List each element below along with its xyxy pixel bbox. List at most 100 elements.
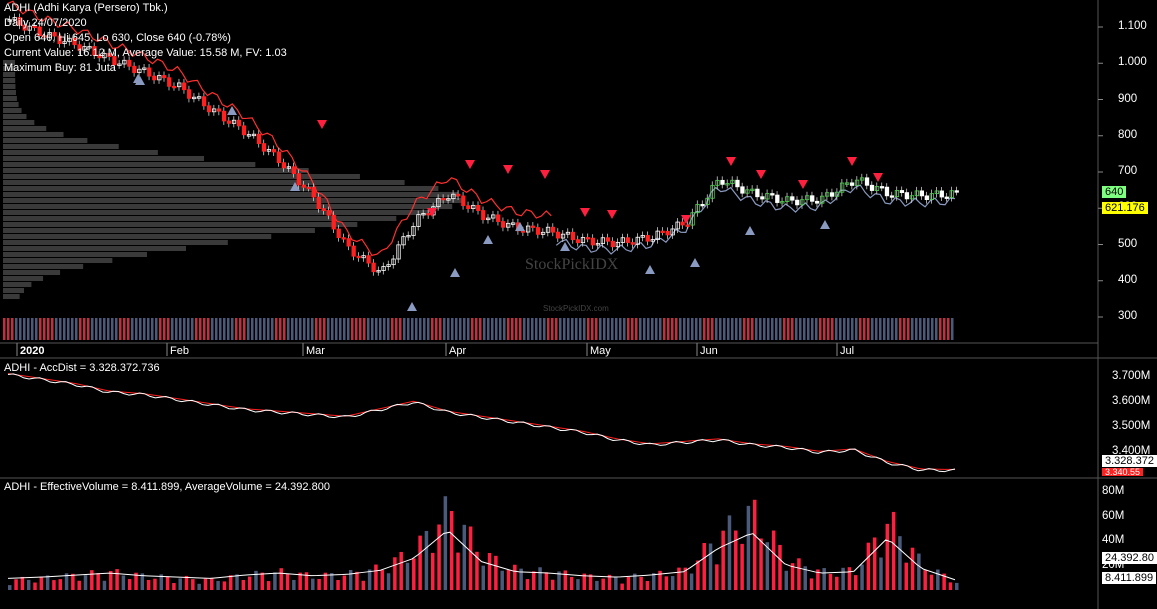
- signal-cell: [691, 318, 694, 340]
- signal-cell: [711, 318, 714, 340]
- signal-cell: [203, 318, 206, 340]
- signal-cell: [675, 318, 678, 340]
- candle-body: [790, 196, 795, 201]
- signal-cell: [551, 318, 554, 340]
- candlestick-series: [7, 13, 959, 276]
- signal-cell: [339, 318, 342, 340]
- candle-body: [396, 244, 401, 260]
- signal-cell: [775, 318, 778, 340]
- signal-cell: [71, 318, 74, 340]
- signal-cell: [715, 318, 718, 340]
- signal-cell: [739, 318, 742, 340]
- candle-body: [745, 189, 750, 194]
- buy-arrow: [483, 235, 493, 244]
- volume-bar: [71, 573, 75, 590]
- profile-bar: [3, 186, 439, 191]
- sell-arrow: [847, 157, 857, 166]
- volume-bar: [639, 576, 643, 590]
- volume-bar: [260, 572, 265, 590]
- signal-cell: [831, 318, 834, 340]
- volume-bar: [891, 511, 896, 590]
- candle-body: [675, 221, 680, 230]
- profile-bar: [3, 252, 148, 257]
- candle-body: [889, 195, 895, 198]
- volume-bar: [172, 583, 176, 590]
- volume-bar: [165, 576, 170, 590]
- signal-cell: [223, 318, 226, 340]
- signal-cell: [219, 318, 222, 340]
- signal-cell: [731, 318, 734, 340]
- signal-cell: [159, 318, 162, 340]
- signal-cell: [635, 318, 638, 340]
- profile-bar: [3, 270, 61, 275]
- volume-bar: [620, 583, 624, 590]
- volume-tick-label: 40M: [1102, 534, 1125, 547]
- candle-body: [301, 184, 306, 188]
- candle-body: [795, 199, 800, 206]
- candle-body: [924, 195, 929, 201]
- candle-body: [451, 193, 456, 200]
- volume-bar: [266, 581, 271, 590]
- volume-bar: [279, 568, 283, 590]
- candle-body: [520, 230, 526, 233]
- candle-body: [700, 203, 705, 207]
- signal-cell: [615, 318, 618, 340]
- signal-cell: [759, 318, 762, 340]
- profile-bar: [3, 198, 463, 203]
- profile-bar: [3, 72, 16, 77]
- volume-bar: [412, 558, 416, 590]
- signal-cell: [523, 318, 526, 340]
- volume-bar: [778, 544, 782, 590]
- volume-bar: [348, 569, 353, 590]
- candle-body: [740, 186, 745, 194]
- profile-bar: [3, 162, 256, 167]
- signal-cell: [207, 318, 210, 340]
- price-tick-label: 1.000: [1118, 56, 1147, 69]
- candle-body: [406, 235, 411, 238]
- trail-red: [7, 0, 552, 257]
- signal-cell: [91, 318, 94, 340]
- price-tick-label: 300: [1118, 310, 1138, 322]
- candle-body: [605, 237, 611, 242]
- signal-cell: [855, 318, 858, 340]
- volume-bar: [689, 573, 694, 590]
- candle-body: [780, 201, 785, 204]
- signal-cell: [871, 318, 874, 340]
- volume-bar: [153, 578, 157, 590]
- signal-cell: [15, 318, 18, 340]
- candle-body: [635, 236, 640, 245]
- volume-tag: 8.411.899: [1102, 572, 1157, 584]
- candle-body: [311, 186, 316, 198]
- signal-cell: [783, 318, 786, 340]
- volume-bar: [910, 547, 915, 590]
- candle-body: [839, 182, 845, 193]
- volume-tick-label: 80M: [1102, 485, 1125, 498]
- volume-bar: [292, 579, 296, 590]
- month-label: May: [590, 345, 611, 357]
- volume-bar: [614, 577, 618, 590]
- chart-period: Daily 24/07/2020: [4, 17, 87, 29]
- volume-bar: [784, 570, 789, 590]
- candle-body: [221, 110, 227, 122]
- candle-body: [7, 19, 12, 22]
- signal-cell: [255, 318, 258, 340]
- signal-cell: [23, 318, 26, 340]
- signal-cell: [31, 318, 34, 340]
- signal-cell: [539, 318, 542, 340]
- signal-cell: [423, 318, 426, 340]
- candle-body: [525, 225, 531, 233]
- volume-bar: [222, 581, 227, 590]
- signal-cell: [655, 318, 658, 340]
- close-price-tag: 640: [1102, 186, 1127, 198]
- volume-bar: [77, 580, 81, 590]
- signal-cell: [887, 318, 890, 340]
- signal-cell: [851, 318, 854, 340]
- candle-body: [256, 133, 262, 144]
- signal-cell: [571, 318, 574, 340]
- volume-bar: [532, 571, 536, 590]
- volume-bar: [853, 575, 858, 590]
- volume-bar: [311, 578, 315, 590]
- sell-arrow: [580, 208, 590, 217]
- candle-body: [441, 197, 446, 201]
- candle-body: [954, 190, 959, 193]
